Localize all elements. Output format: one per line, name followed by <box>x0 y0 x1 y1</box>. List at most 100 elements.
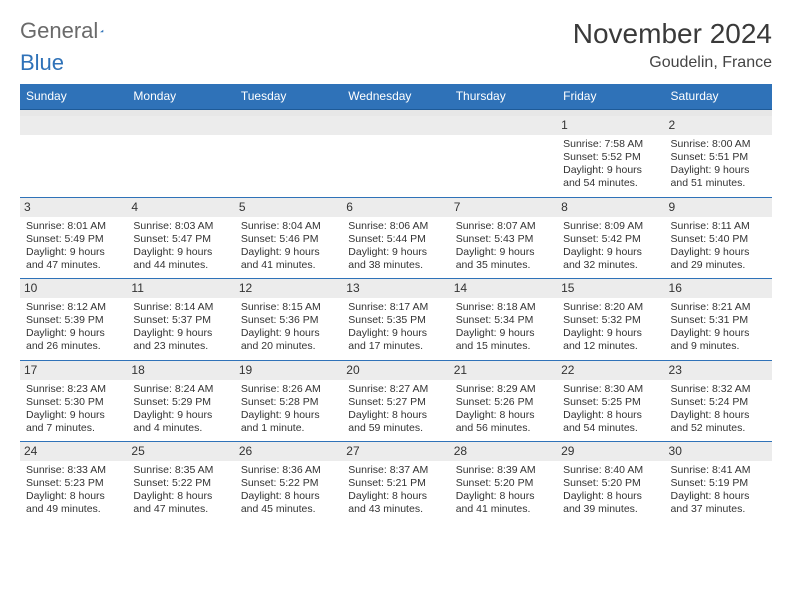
daylight-text: and 1 minute. <box>241 422 336 435</box>
day-number: 8 <box>557 198 664 217</box>
sunrise-text: Sunrise: 8:18 AM <box>456 301 551 314</box>
sunset-text: Sunset: 5:40 PM <box>671 233 766 246</box>
daylight-text: and 20 minutes. <box>241 340 336 353</box>
sunrise-text: Sunrise: 8:03 AM <box>133 220 228 233</box>
day-info: Sunrise: 8:39 AMSunset: 5:20 PMDaylight:… <box>456 464 551 517</box>
sunrise-text: Sunrise: 8:14 AM <box>133 301 228 314</box>
logo: General <box>20 18 122 44</box>
day-info: Sunrise: 8:04 AMSunset: 5:46 PMDaylight:… <box>241 220 336 273</box>
sunset-text: Sunset: 5:42 PM <box>563 233 658 246</box>
day-number: 2 <box>665 116 772 135</box>
day-number: 25 <box>127 442 234 461</box>
day-cell: 4Sunrise: 8:03 AMSunset: 5:47 PMDaylight… <box>127 198 234 279</box>
day-info: Sunrise: 8:14 AMSunset: 5:37 PMDaylight:… <box>133 301 228 354</box>
daylight-text: and 38 minutes. <box>348 259 443 272</box>
day-cell: 11Sunrise: 8:14 AMSunset: 5:37 PMDayligh… <box>127 279 234 360</box>
daylight-text: Daylight: 9 hours <box>671 246 766 259</box>
logo-triangle-icon <box>100 23 103 39</box>
sunrise-text: Sunrise: 8:07 AM <box>456 220 551 233</box>
daylight-text: Daylight: 9 hours <box>133 327 228 340</box>
daylight-text: and 15 minutes. <box>456 340 551 353</box>
sunset-text: Sunset: 5:20 PM <box>456 477 551 490</box>
daylight-text: and 43 minutes. <box>348 503 443 516</box>
sunrise-text: Sunrise: 8:30 AM <box>563 383 658 396</box>
day-number: 24 <box>20 442 127 461</box>
daylight-text: Daylight: 9 hours <box>133 409 228 422</box>
week-row: 10Sunrise: 8:12 AMSunset: 5:39 PMDayligh… <box>20 278 772 360</box>
day-number: 22 <box>557 361 664 380</box>
day-info: Sunrise: 8:09 AMSunset: 5:42 PMDaylight:… <box>563 220 658 273</box>
sunset-text: Sunset: 5:24 PM <box>671 396 766 409</box>
sunset-text: Sunset: 5:30 PM <box>26 396 121 409</box>
day-number: 5 <box>235 198 342 217</box>
daylight-text: and 49 minutes. <box>26 503 121 516</box>
sunrise-text: Sunrise: 8:15 AM <box>241 301 336 314</box>
daylight-text: and 47 minutes. <box>133 503 228 516</box>
sunrise-text: Sunrise: 8:21 AM <box>671 301 766 314</box>
daylight-text: and 12 minutes. <box>563 340 658 353</box>
day-number-empty <box>127 116 234 135</box>
day-cell: 21Sunrise: 8:29 AMSunset: 5:26 PMDayligh… <box>450 361 557 442</box>
daylight-text: Daylight: 8 hours <box>26 490 121 503</box>
sunrise-text: Sunrise: 8:17 AM <box>348 301 443 314</box>
sunrise-text: Sunrise: 8:26 AM <box>241 383 336 396</box>
day-info: Sunrise: 8:23 AMSunset: 5:30 PMDaylight:… <box>26 383 121 436</box>
day-info: Sunrise: 8:17 AMSunset: 5:35 PMDaylight:… <box>348 301 443 354</box>
header-row: SundayMondayTuesdayWednesdayThursdayFrid… <box>20 84 772 110</box>
daylight-text: and 26 minutes. <box>26 340 121 353</box>
day-number: 21 <box>450 361 557 380</box>
sunrise-text: Sunrise: 8:09 AM <box>563 220 658 233</box>
sunset-text: Sunset: 5:43 PM <box>456 233 551 246</box>
day-info: Sunrise: 8:15 AMSunset: 5:36 PMDaylight:… <box>241 301 336 354</box>
day-cell <box>127 116 234 197</box>
daylight-text: and 41 minutes. <box>241 259 336 272</box>
day-cell: 25 Sunrise: 8:35 AMSunset: 5:22 PMDayligh… <box>127 442 234 523</box>
day-number: 17 <box>20 361 127 380</box>
day-info: Sunrise: 8:37 AMSunset: 5:21 PMDaylight:… <box>348 464 443 517</box>
sunset-text: Sunset: 5:36 PM <box>241 314 336 327</box>
day-number: 28 <box>450 442 557 461</box>
daylight-text: Daylight: 9 hours <box>133 246 228 259</box>
day-cell: 22 Sunrise: 8:30 AMSunset: 5:25 PMDayligh… <box>557 361 664 442</box>
daylight-text: and 44 minutes. <box>133 259 228 272</box>
day-number: 13 <box>342 279 449 298</box>
day-info: Sunrise: 8:00 AMSunset: 5:51 PMDaylight:… <box>671 138 766 191</box>
sunset-text: Sunset: 5:39 PM <box>26 314 121 327</box>
sunrise-text: Sunrise: 8:32 AM <box>671 383 766 396</box>
sunrise-text: Sunrise: 7:58 AM <box>563 138 658 151</box>
sunset-text: Sunset: 5:34 PM <box>456 314 551 327</box>
daylight-text: and 41 minutes. <box>456 503 551 516</box>
day-number: 26 <box>235 442 342 461</box>
day-header: Sunday <box>20 84 127 110</box>
day-info: Sunrise: 8:30 AMSunset: 5:25 PMDaylight:… <box>563 383 658 436</box>
sunset-text: Sunset: 5:26 PM <box>456 396 551 409</box>
daylight-text: Daylight: 9 hours <box>241 409 336 422</box>
daylight-text: and 47 minutes. <box>26 259 121 272</box>
daylight-text: and 39 minutes. <box>563 503 658 516</box>
sunset-text: Sunset: 5:25 PM <box>563 396 658 409</box>
daylight-text: Daylight: 9 hours <box>456 246 551 259</box>
sunrise-text: Sunrise: 8:35 AM <box>133 464 228 477</box>
day-number: 6 <box>342 198 449 217</box>
daylight-text: and 37 minutes. <box>671 503 766 516</box>
daylight-text: Daylight: 9 hours <box>348 246 443 259</box>
day-number: 15 <box>557 279 664 298</box>
day-number: 20 <box>342 361 449 380</box>
day-info: Sunrise: 8:40 AMSunset: 5:20 PMDaylight:… <box>563 464 658 517</box>
daylight-text: Daylight: 8 hours <box>456 490 551 503</box>
daylight-text: Daylight: 8 hours <box>456 409 551 422</box>
calendar: SundayMondayTuesdayWednesdayThursdayFrid… <box>20 84 772 523</box>
day-info: Sunrise: 7:58 AMSunset: 5:52 PMDaylight:… <box>563 138 658 191</box>
daylight-text: Daylight: 9 hours <box>563 164 658 177</box>
sunset-text: Sunset: 5:52 PM <box>563 151 658 164</box>
day-cell: 10Sunrise: 8:12 AMSunset: 5:39 PMDayligh… <box>20 279 127 360</box>
sunset-text: Sunset: 5:23 PM <box>26 477 121 490</box>
day-number: 10 <box>20 279 127 298</box>
day-number: 3 <box>20 198 127 217</box>
daylight-text: and 51 minutes. <box>671 177 766 190</box>
day-number-empty <box>20 116 127 135</box>
day-info: Sunrise: 8:35 AMSunset: 5:22 PMDaylight:… <box>133 464 228 517</box>
day-info: Sunrise: 8:20 AMSunset: 5:32 PMDaylight:… <box>563 301 658 354</box>
sunrise-text: Sunrise: 8:33 AM <box>26 464 121 477</box>
day-cell: 27Sunrise: 8:37 AMSunset: 5:21 PMDayligh… <box>342 442 449 523</box>
